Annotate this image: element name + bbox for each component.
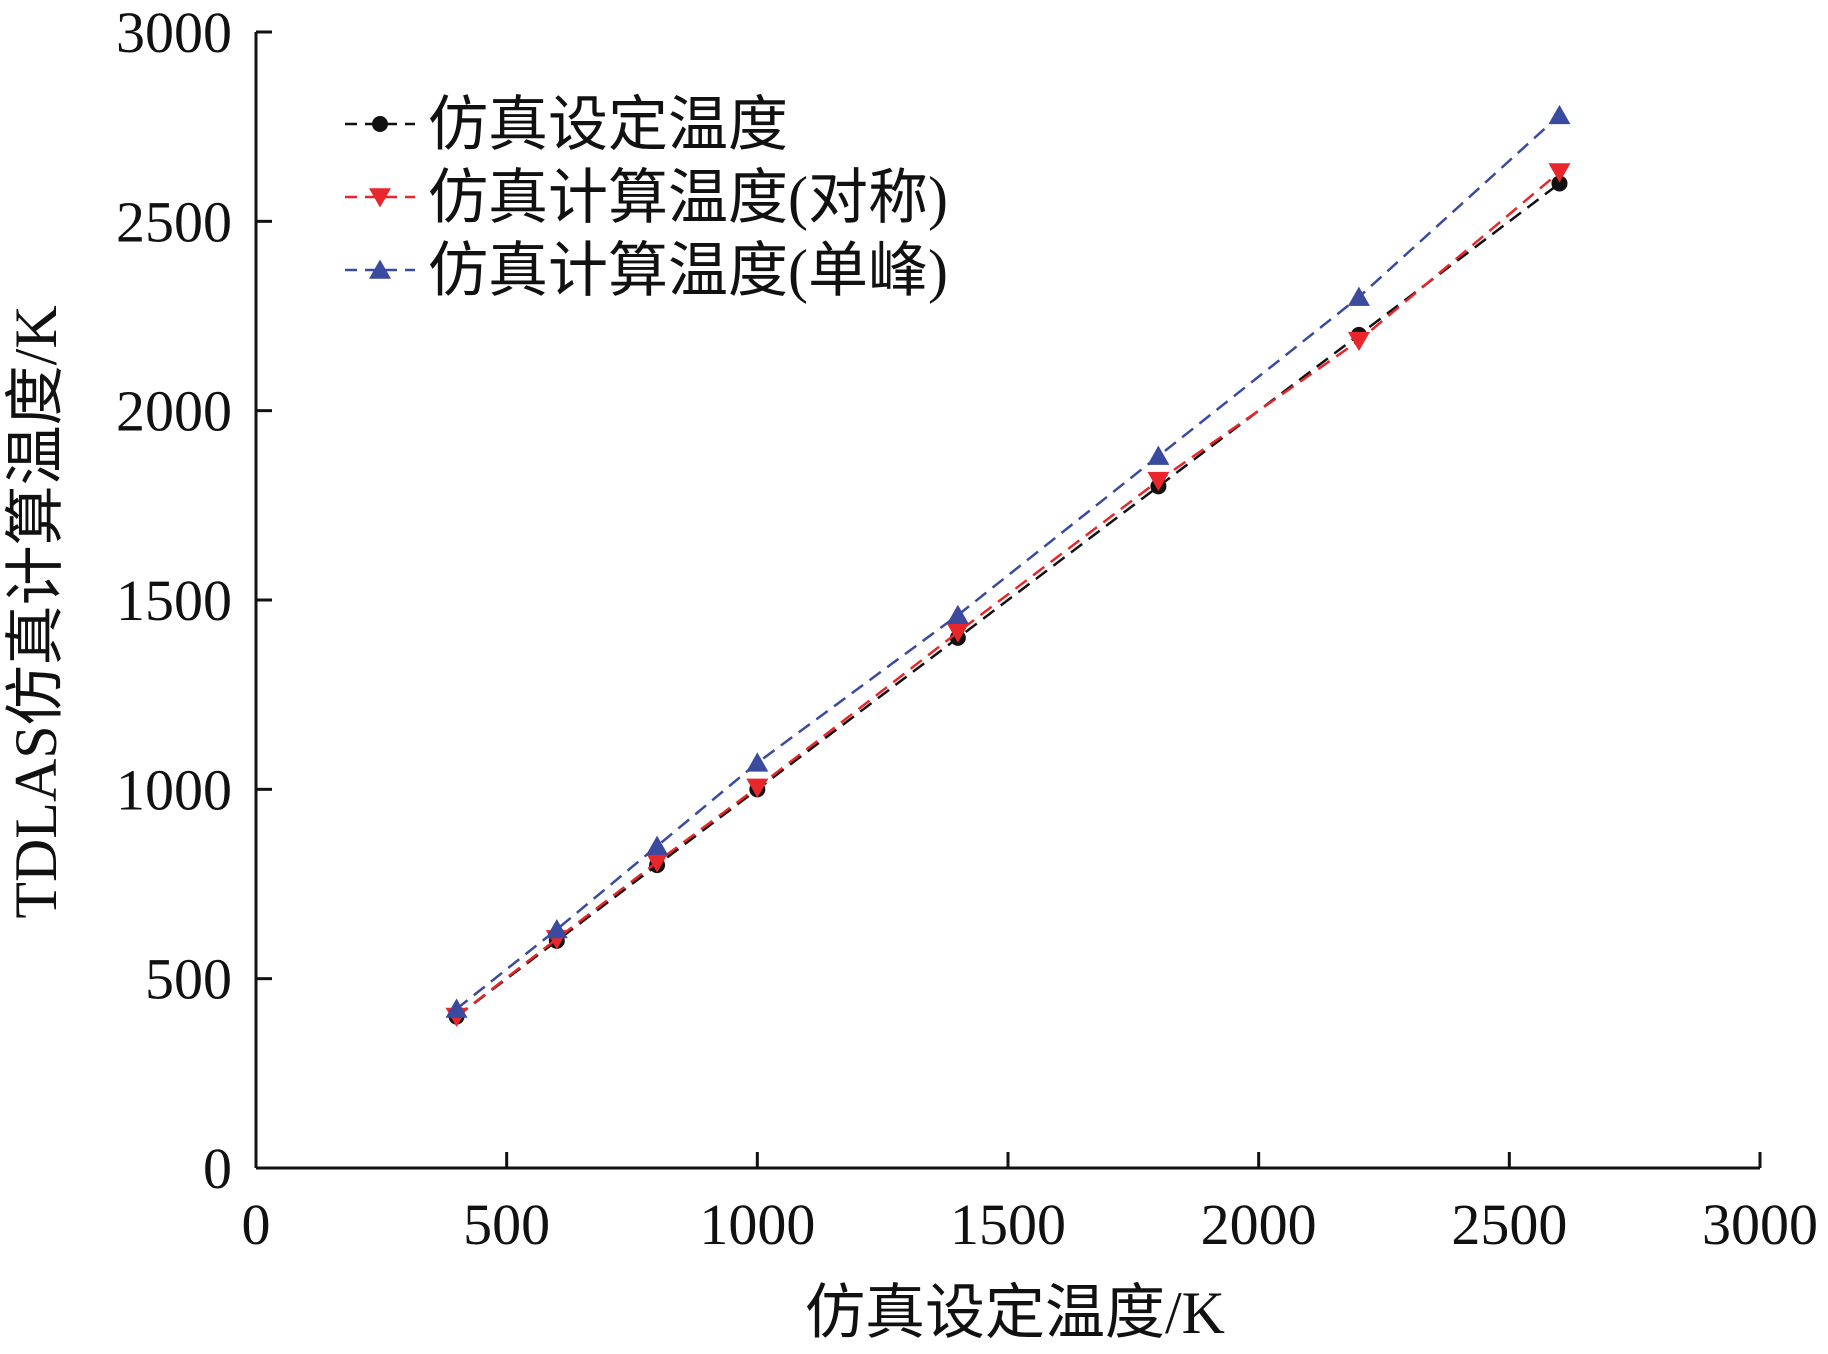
data-point	[1147, 471, 1170, 492]
data-point	[545, 918, 568, 939]
axes: 0 500 1000 1500 2000 2500 3000 0 500 1000 1500 2000…	[116, 0, 1818, 1257]
x-tick-label: 2000	[1201, 1192, 1317, 1257]
x-axis-title: 仿真设定温度/K	[805, 1280, 1225, 1346]
y-axis-title: TDLAS仿真计算温度/K	[3, 305, 69, 918]
data-point	[1551, 175, 1568, 192]
series-3	[445, 104, 1571, 1018]
y-tick-label: 500	[145, 947, 232, 1012]
data-point	[746, 778, 769, 798]
series-line	[455, 182, 1561, 1018]
data-point	[946, 604, 969, 624]
series-layer	[445, 104, 1571, 1027]
data-point	[646, 853, 669, 873]
series-line	[455, 171, 1561, 1018]
y-tick-label: 2000	[116, 379, 232, 444]
x-tick-label: 1000	[699, 1192, 815, 1257]
data-point	[1548, 104, 1571, 125]
data-point	[746, 752, 769, 772]
data-point	[1347, 331, 1370, 352]
legend-item-2: 仿真计算温度(对称)	[345, 165, 948, 231]
x-tick-label: 3000	[1702, 1192, 1818, 1257]
data-point	[445, 998, 468, 1018]
data-point	[1548, 163, 1571, 183]
y-tick-label: 0	[203, 1136, 232, 1201]
data-point	[646, 835, 669, 855]
legend-marker	[369, 259, 391, 279]
legend-label: 仿真计算温度(单峰)	[428, 238, 948, 304]
data-point	[1147, 445, 1170, 465]
legend-item-3: 仿真计算温度(单峰)	[345, 238, 948, 304]
data-point	[946, 623, 969, 643]
x-tick-label: 0	[242, 1192, 271, 1257]
legend-marker	[369, 188, 391, 208]
series-line	[455, 114, 1561, 1010]
y-tick-label: 1500	[116, 568, 232, 633]
legend-item-1: 仿真设定温度	[345, 92, 788, 158]
y-tick-label: 3000	[116, 0, 232, 65]
data-point	[1347, 286, 1370, 306]
legend-marker	[372, 116, 388, 132]
x-tick-label: 2500	[1451, 1192, 1567, 1257]
x-tick-label: 1500	[950, 1192, 1066, 1257]
x-tick-label: 500	[463, 1192, 550, 1257]
legend-label: 仿真设定温度	[428, 92, 788, 158]
legend-label: 仿真计算温度(对称)	[428, 165, 948, 231]
y-tick-label: 2500	[116, 189, 232, 254]
y-tick-label: 1000	[116, 757, 232, 822]
